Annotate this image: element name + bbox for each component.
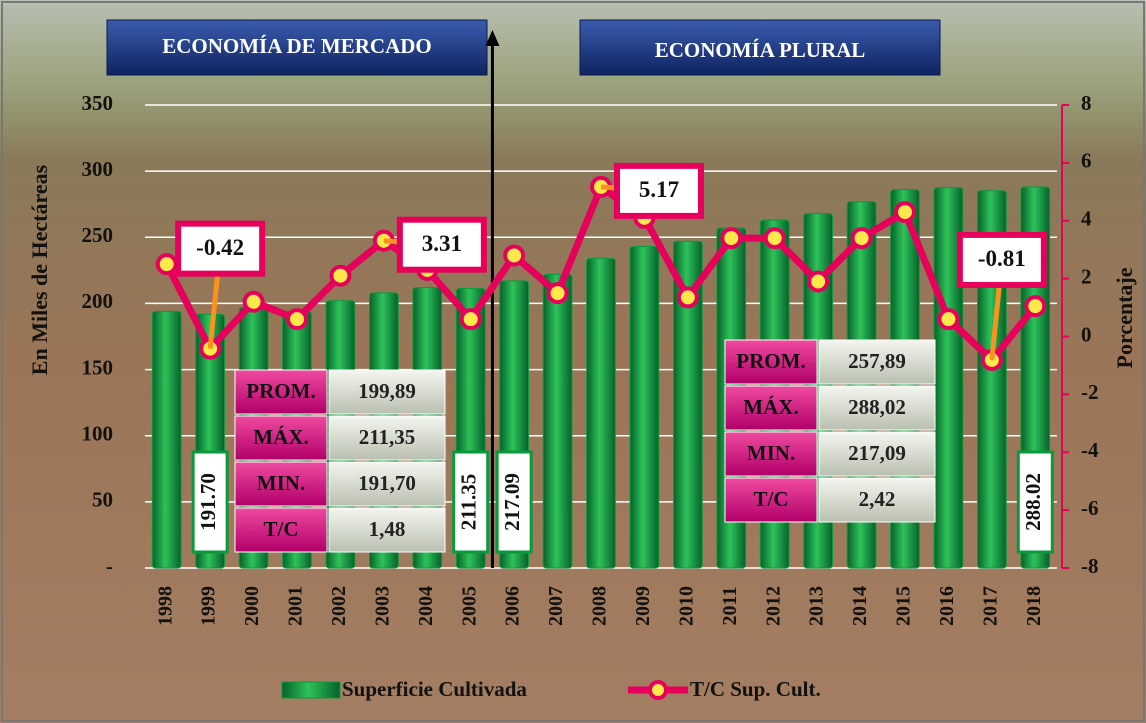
stats-value: 257,89 bbox=[848, 349, 906, 373]
callout-text: -0.42 bbox=[196, 235, 244, 260]
page: ECONOMÍA DE MERCADO ECONOMÍA PLURAL En M… bbox=[0, 0, 1146, 723]
y2-tick-label: 8 bbox=[1081, 91, 1092, 115]
x-tick-label: 2016 bbox=[936, 586, 958, 626]
stats-key: MÁX. bbox=[743, 395, 798, 419]
stats-value: 211,35 bbox=[359, 425, 416, 449]
header-left: ECONOMÍA DE MERCADO bbox=[107, 20, 487, 75]
x-tick-label: 1998 bbox=[154, 586, 176, 626]
bar-label-text: 288.02 bbox=[1021, 473, 1045, 531]
x-tick-label: 2004 bbox=[415, 586, 437, 626]
line-marker bbox=[896, 203, 914, 221]
line-marker bbox=[853, 229, 871, 247]
y-tick-label: 300 bbox=[82, 157, 114, 181]
x-tick-label: 2013 bbox=[806, 586, 828, 626]
bar-value-label: 217.09 bbox=[497, 452, 531, 552]
stats-key: MIN. bbox=[257, 471, 305, 495]
x-tick-label: 1999 bbox=[198, 586, 220, 626]
line-marker bbox=[245, 293, 263, 311]
x-tick-label: 2011 bbox=[719, 587, 741, 626]
y2-tick-label: -8 bbox=[1081, 554, 1099, 578]
y2-tick-label: 6 bbox=[1081, 149, 1092, 173]
stats-value: 217,09 bbox=[848, 441, 906, 465]
x-tick-label: 2003 bbox=[371, 586, 393, 626]
bar bbox=[587, 258, 616, 568]
line-marker bbox=[766, 229, 784, 247]
line-marker bbox=[679, 288, 697, 306]
stats-key: PROM. bbox=[736, 349, 805, 373]
x-tick-label: 2010 bbox=[675, 586, 697, 626]
stats-value: 1,48 bbox=[369, 517, 406, 541]
line-marker bbox=[462, 310, 480, 328]
bar-value-label: 191.70 bbox=[193, 452, 227, 552]
header-right: ECONOMÍA PLURAL bbox=[580, 20, 940, 75]
x-tick-label: 2017 bbox=[979, 586, 1001, 626]
stats-key: T/C bbox=[263, 517, 298, 541]
x-tick-label: 2006 bbox=[502, 586, 524, 626]
line-marker bbox=[549, 284, 567, 302]
y-tick-label: 200 bbox=[82, 289, 114, 313]
line-marker bbox=[158, 255, 176, 273]
x-tick-label: 2009 bbox=[632, 586, 654, 626]
y-tick-label: 50 bbox=[92, 488, 113, 512]
stats-key: T/C bbox=[753, 487, 788, 511]
x-tick-label: 2008 bbox=[589, 586, 611, 626]
legend-swatch bbox=[282, 682, 340, 698]
header-text: ECONOMÍA DE MERCADO bbox=[162, 34, 432, 58]
stats-value: 199,89 bbox=[358, 379, 416, 403]
x-tick-label: 2001 bbox=[285, 586, 307, 626]
x-tick-label: 2007 bbox=[545, 586, 567, 626]
legend-marker bbox=[650, 682, 666, 698]
x-tick-label: 2002 bbox=[328, 586, 350, 626]
bar-value-label: 211.35 bbox=[454, 452, 488, 552]
header-text: ECONOMÍA PLURAL bbox=[655, 38, 866, 62]
stats-key: MIN. bbox=[747, 441, 795, 465]
y-tick-label: 150 bbox=[82, 355, 114, 379]
x-tick-label: 2018 bbox=[1023, 586, 1045, 626]
y2-tick-label: 0 bbox=[1081, 322, 1092, 346]
legend-label: T/C Sup. Cult. bbox=[690, 677, 821, 701]
callout-text: -0.81 bbox=[978, 246, 1026, 271]
stats-value: 191,70 bbox=[358, 471, 416, 495]
callout-text: 3.31 bbox=[422, 231, 462, 256]
line-marker bbox=[939, 310, 957, 328]
bar-label-text: 211.35 bbox=[457, 474, 481, 531]
bar bbox=[543, 274, 572, 568]
y-axis-label: En Miles de Hectáreas bbox=[27, 164, 52, 375]
stats-value: 288,02 bbox=[848, 395, 906, 419]
chart: ECONOMÍA DE MERCADO ECONOMÍA PLURAL En M… bbox=[0, 0, 1146, 723]
y2-tick-label: 4 bbox=[1081, 207, 1092, 231]
bar-label-text: 191.70 bbox=[196, 473, 220, 531]
x-tick-label: 2005 bbox=[458, 586, 480, 626]
y-tick-label: 250 bbox=[82, 223, 114, 247]
bar-value-label: 288.02 bbox=[1018, 452, 1052, 552]
legend-label: Superficie Cultivada bbox=[342, 677, 527, 701]
y-tick-label: - bbox=[106, 554, 113, 578]
stats-value: 2,42 bbox=[859, 487, 896, 511]
y2-tick-label: -2 bbox=[1081, 380, 1099, 404]
line-marker bbox=[288, 310, 306, 328]
y2-tick-label: -4 bbox=[1081, 438, 1099, 462]
bar-label-text: 217.09 bbox=[500, 473, 524, 531]
x-tick-label: 2015 bbox=[893, 586, 915, 626]
stats-key: PROM. bbox=[246, 379, 315, 403]
x-tick-label: 2012 bbox=[762, 586, 784, 626]
line-marker bbox=[809, 273, 827, 291]
line-marker bbox=[331, 267, 349, 285]
bar bbox=[630, 247, 659, 568]
callout-text: 5.17 bbox=[639, 177, 679, 202]
x-tick-label: 2000 bbox=[241, 586, 263, 626]
y-tick-label: 100 bbox=[82, 422, 114, 446]
y-tick-label: 350 bbox=[82, 91, 114, 115]
y2-axis-label: Porcentaje bbox=[1112, 267, 1137, 368]
line-marker bbox=[1026, 297, 1044, 315]
y2-tick-label: -6 bbox=[1081, 496, 1099, 520]
line-marker bbox=[722, 229, 740, 247]
y2-tick-label: 2 bbox=[1081, 264, 1092, 288]
line-marker bbox=[505, 246, 523, 264]
bar bbox=[152, 311, 181, 568]
stats-key: MÁX. bbox=[253, 425, 308, 449]
x-tick-label: 2014 bbox=[849, 586, 871, 626]
